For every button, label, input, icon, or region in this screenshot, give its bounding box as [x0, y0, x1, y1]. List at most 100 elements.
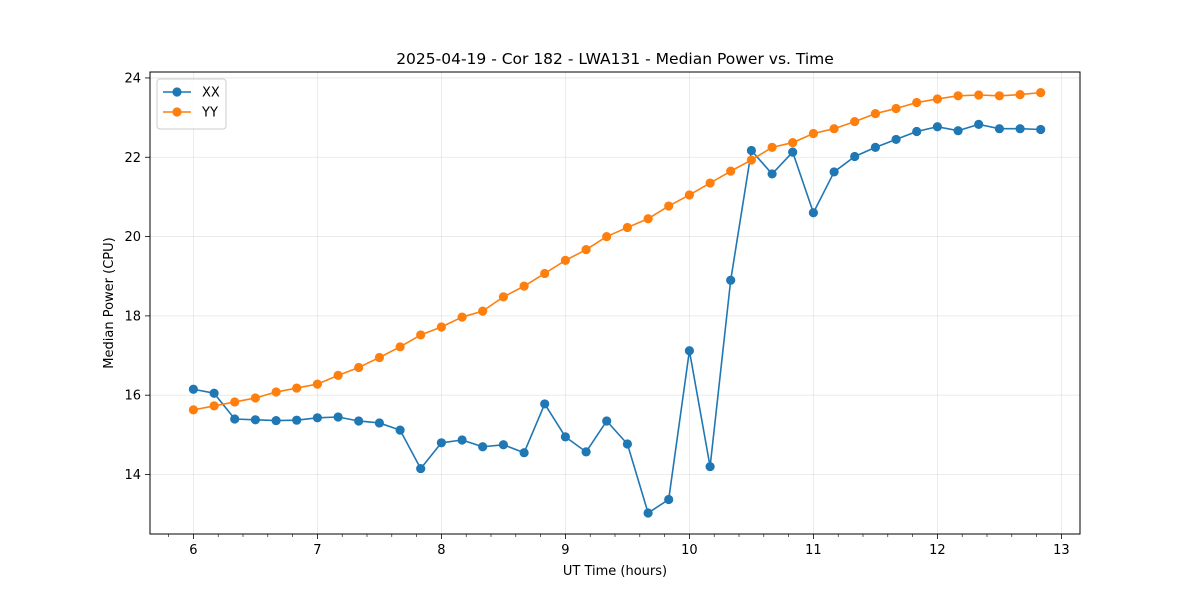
data-point-yy: [932, 94, 943, 104]
data-point-yy: [188, 405, 198, 415]
series-yy: [188, 88, 1046, 415]
x-tick-label: 10: [681, 543, 698, 558]
data-point-xx: [560, 432, 571, 442]
data-point-xx: [788, 147, 798, 157]
data-point-xx: [829, 167, 839, 177]
data-point-xx: [519, 448, 529, 458]
x-tick-label: 8: [437, 543, 445, 558]
data-point-yy: [705, 178, 715, 188]
data-point-xx: [622, 439, 633, 449]
data-point-yy: [457, 312, 467, 322]
x-tick-label: 13: [1053, 543, 1070, 558]
data-point-yy: [333, 370, 343, 380]
data-point-xx: [292, 415, 302, 425]
data-point-xx: [312, 413, 322, 423]
data-point-yy: [230, 397, 240, 407]
data-point-xx: [250, 415, 260, 425]
data-point-xx: [932, 122, 943, 132]
data-point-xx: [581, 447, 591, 457]
data-point-yy: [912, 97, 922, 108]
data-point-xx: [870, 142, 881, 152]
data-point-yy: [271, 387, 281, 397]
data-point-yy: [664, 201, 674, 211]
axes: 6 7 8 9 10 11 12 13 14 16 18 20 22 24: [124, 71, 1069, 558]
data-point-xx: [746, 145, 757, 156]
data-point-yy: [746, 155, 757, 165]
data-point-yy: [1015, 90, 1025, 100]
y-axis-label: Median Power (CPU): [102, 237, 117, 368]
data-point-yy: [581, 245, 591, 255]
data-point-yy: [560, 255, 571, 265]
x-tick-label: 6: [189, 543, 197, 558]
data-point-xx: [705, 461, 715, 472]
data-point-xx: [664, 494, 674, 505]
chart-title: 2025-04-19 - Cor 182 - LWA131 - Median P…: [396, 50, 834, 68]
data-point-yy: [602, 231, 612, 242]
data-point-yy: [953, 91, 963, 101]
x-tick-label: 7: [313, 543, 321, 558]
data-point-yy: [643, 214, 653, 224]
data-point-yy: [250, 393, 260, 403]
data-point-xx: [436, 438, 446, 448]
data-point-xx: [808, 208, 819, 218]
data-point-yy: [726, 166, 736, 176]
data-point-xx: [457, 435, 467, 445]
legend-marker-yy: [172, 107, 182, 117]
data-point-xx: [953, 126, 963, 136]
data-point-xx: [416, 463, 426, 474]
x-tick-label: 12: [929, 543, 946, 558]
data-point-yy: [850, 116, 860, 127]
data-point-yy: [767, 142, 777, 152]
data-point-yy: [1036, 88, 1046, 98]
data-point-yy: [292, 383, 302, 393]
y-tick-label: 20: [124, 230, 141, 245]
data-point-yy: [478, 306, 488, 316]
y-tick-label: 14: [124, 468, 141, 483]
data-point-yy: [354, 362, 364, 373]
data-point-yy: [622, 222, 633, 233]
data-point-yy: [209, 401, 219, 411]
grid: [150, 72, 1080, 534]
y-tick-label: 24: [124, 71, 141, 86]
data-point-yy: [395, 342, 405, 352]
series-xx: [188, 119, 1046, 518]
data-point-yy: [788, 137, 798, 148]
data-point-yy: [519, 281, 529, 291]
data-point-xx: [726, 275, 736, 285]
x-tick-label: 9: [561, 543, 569, 558]
data-point-xx: [684, 346, 695, 356]
data-point-yy: [436, 322, 446, 332]
y-tick-label: 16: [124, 389, 141, 404]
data-point-xx: [374, 418, 384, 428]
y-tick-label: 18: [124, 309, 141, 324]
data-point-yy: [974, 90, 984, 100]
legend-label-yy: YY: [201, 106, 218, 121]
series-layer: [188, 88, 1046, 518]
data-point-xx: [1036, 124, 1046, 135]
data-point-yy: [808, 128, 819, 139]
data-point-xx: [209, 388, 219, 398]
data-point-yy: [684, 190, 695, 200]
data-point-xx: [1015, 124, 1025, 134]
data-point-xx: [974, 119, 984, 129]
y-tick-label: 22: [124, 151, 141, 166]
data-point-yy: [498, 292, 508, 302]
data-point-xx: [498, 440, 508, 450]
data-point-xx: [271, 415, 281, 426]
data-point-xx: [188, 384, 198, 394]
legend: XX YY: [156, 78, 227, 130]
data-point-xx: [354, 416, 364, 426]
data-point-xx: [230, 414, 240, 424]
data-point-yy: [870, 109, 881, 119]
data-point-xx: [891, 134, 901, 145]
data-point-xx: [395, 425, 405, 435]
data-point-yy: [312, 379, 322, 389]
data-point-xx: [602, 416, 612, 426]
data-point-xx: [994, 124, 1005, 134]
data-point-xx: [478, 442, 488, 452]
x-tick-label: 11: [805, 543, 822, 558]
data-point-xx: [850, 151, 860, 162]
x-axis-label: UT Time (hours): [563, 564, 667, 579]
data-point-yy: [416, 330, 426, 340]
